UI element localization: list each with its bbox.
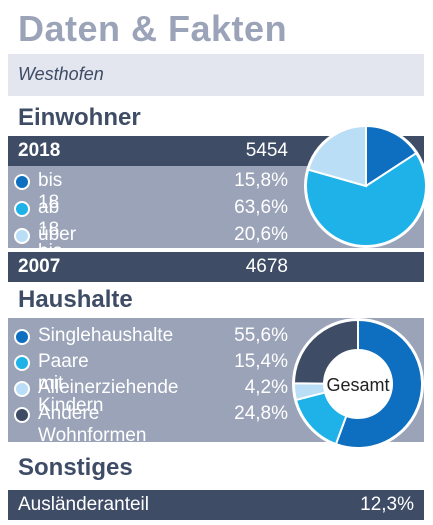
- legend-swatch-icon: [14, 381, 30, 397]
- haushalte-donut-slice: [334, 318, 423, 449]
- einwohner-total-previous: 4678: [245, 256, 288, 277]
- page-title: Daten & Fakten: [18, 8, 288, 49]
- auslaenderanteil-label: Ausländeranteil: [18, 494, 149, 515]
- legend-label: bis 18: [38, 170, 63, 213]
- legend-value: 20,6%: [234, 224, 288, 245]
- einwohner-heading: Einwohner: [18, 104, 141, 131]
- einwohner-total-current: 5454: [245, 140, 288, 161]
- legend-swatch-icon: [14, 228, 30, 244]
- legend-label: Alleinerziehende: [38, 377, 179, 398]
- legend-value: 63,6%: [234, 197, 288, 218]
- haushalte-donut-hole: [325, 351, 391, 417]
- einwohner-year-previous: 2007: [18, 256, 61, 277]
- legend-swatch-icon: [14, 329, 30, 345]
- einwohner-pie-slice: [305, 151, 427, 247]
- einwohner-previous-row: [8, 252, 424, 282]
- haushalte-center-label: Gesamt: [326, 375, 389, 395]
- auslaenderanteil-value: 12,3%: [360, 494, 414, 515]
- legend-value: 15,8%: [234, 170, 288, 191]
- legend-swatch-icon: [14, 174, 30, 190]
- legend-label: Andere Wohnformen: [38, 403, 147, 446]
- legend-label: Paare mit Kindern: [38, 351, 104, 416]
- legend-swatch-icon: [14, 201, 30, 217]
- haushalte-donut-slice: [292, 318, 359, 385]
- einwohner-pie-slice: [365, 124, 418, 188]
- legend-label: Singlehaushalte: [38, 325, 174, 346]
- legend-value: 4,2%: [244, 377, 288, 398]
- legend-swatch-icon: [14, 355, 30, 371]
- haushalte-heading: Haushalte: [18, 286, 133, 313]
- einwohner-pie-slice: [307, 124, 367, 188]
- legend-value: 15,4%: [234, 351, 288, 372]
- legend-swatch-icon: [14, 407, 30, 423]
- legend-value: 55,6%: [234, 325, 288, 346]
- location-label: Westhofen: [18, 64, 104, 84]
- einwohner-year-current: 2018: [18, 140, 61, 161]
- subtitle-bar: [8, 54, 424, 96]
- sonstiges-heading: Sonstiges: [18, 454, 133, 481]
- legend-value: 24,8%: [234, 403, 288, 424]
- auslaenderanteil-row: [8, 490, 424, 520]
